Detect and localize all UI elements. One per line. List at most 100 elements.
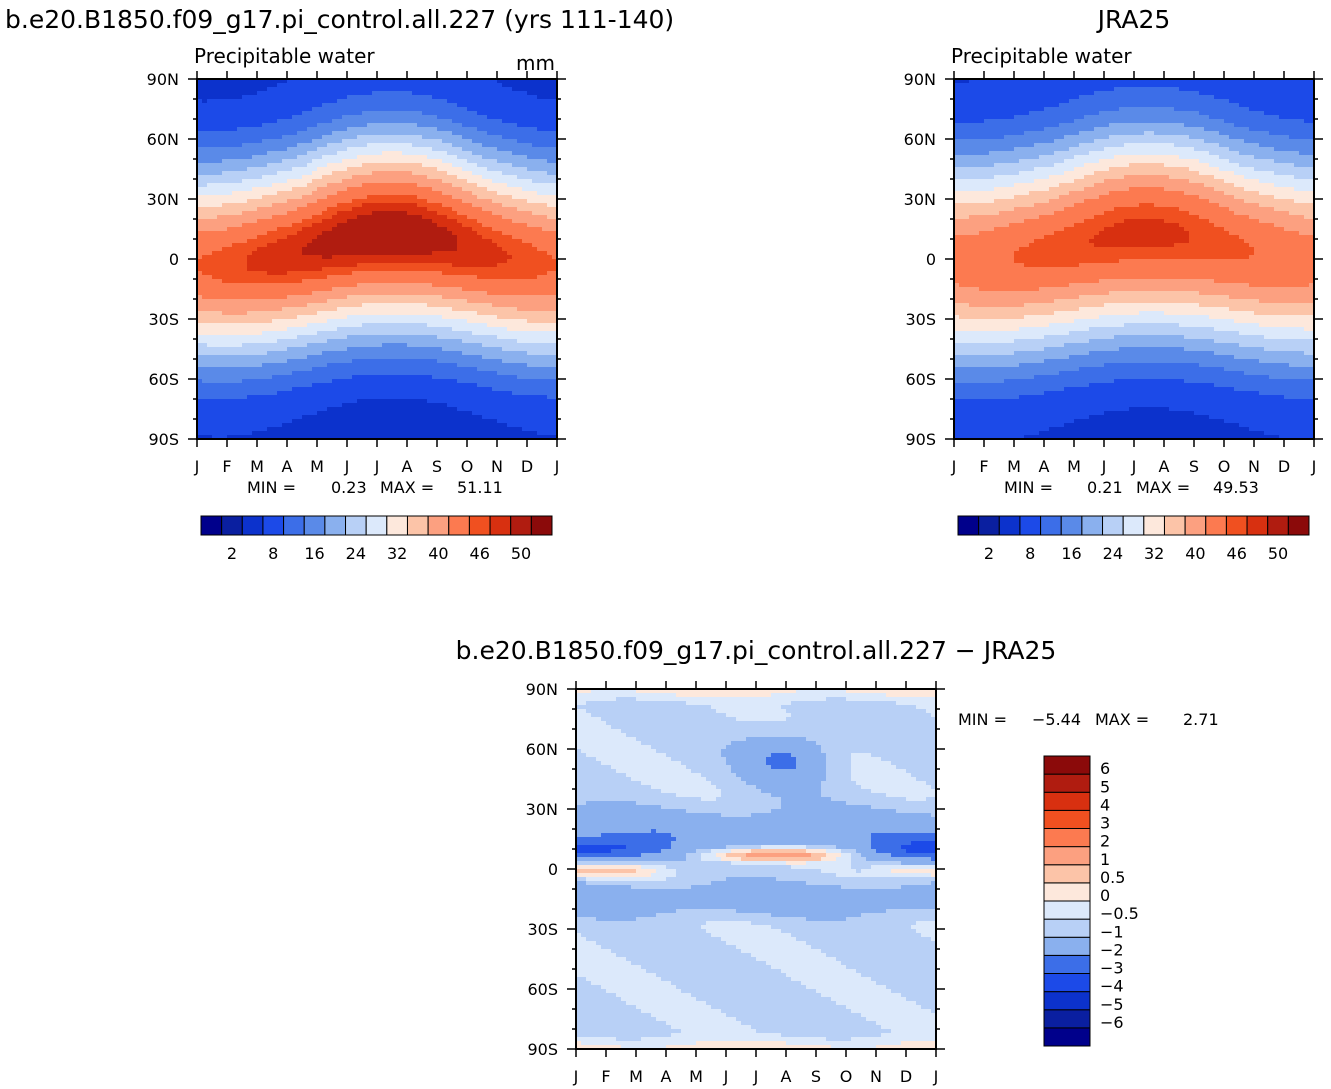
field-cell: [272, 247, 278, 252]
field-cell: [337, 107, 343, 112]
field-cell: [512, 103, 518, 108]
field-cell: [542, 175, 548, 180]
field-cell: [277, 311, 283, 316]
field-cell: [537, 227, 543, 232]
field-cell: [247, 243, 253, 248]
field-cell: [267, 159, 273, 164]
field-cell: [417, 299, 423, 304]
field-cell: [292, 311, 298, 316]
field-cell: [377, 99, 383, 104]
field-cell: [202, 147, 208, 152]
field-cell: [342, 243, 348, 248]
field-cell: [297, 227, 303, 232]
field-cell: [212, 331, 218, 336]
field-cell: [202, 291, 208, 296]
field-cell: [457, 107, 463, 112]
field-cell: [277, 155, 283, 160]
field-cell: [242, 223, 248, 228]
field-cell: [512, 323, 518, 328]
field-cell: [267, 163, 273, 168]
field-cell: [372, 287, 378, 292]
field-cell: [297, 255, 303, 260]
field-cell: [217, 311, 223, 316]
field-cell: [517, 279, 523, 284]
field-cell: [257, 275, 263, 280]
field-cell: [332, 331, 338, 336]
field-cell: [302, 203, 308, 208]
field-cell: [332, 167, 338, 172]
field-cell: [292, 351, 298, 356]
field-cell: [297, 343, 303, 348]
field-cell: [467, 299, 473, 304]
field-cell: [552, 331, 558, 336]
field-cell: [552, 147, 558, 152]
field-cell: [512, 327, 518, 332]
field-cell: [417, 203, 423, 208]
field-cell: [477, 243, 483, 248]
field-cell: [322, 327, 328, 332]
field-cell: [342, 195, 348, 200]
field-cell: [347, 163, 353, 168]
field-cell: [532, 323, 538, 328]
field-cell: [542, 143, 548, 148]
field-cell: [262, 211, 268, 216]
field-cell: [397, 295, 403, 300]
field-cell: [402, 283, 408, 288]
field-cell: [227, 151, 233, 156]
field-cell: [282, 191, 288, 196]
field-cell: [207, 179, 213, 184]
field-cell: [472, 115, 478, 120]
field-cell: [357, 211, 363, 216]
field-cell: [302, 127, 308, 132]
field-cell: [207, 235, 213, 240]
field-cell: [397, 203, 403, 208]
field-cell: [262, 311, 268, 316]
field-cell: [357, 259, 363, 264]
field-cell: [232, 291, 238, 296]
field-cell: [202, 163, 208, 168]
field-cell: [522, 287, 528, 292]
field-cell: [262, 307, 268, 312]
field-cell: [462, 351, 468, 356]
field-cell: [327, 247, 333, 252]
field-cell: [432, 107, 438, 112]
field-cell: [487, 207, 493, 212]
field-cell: [312, 231, 318, 236]
field-cell: [387, 263, 393, 268]
field-cell: [197, 287, 203, 292]
field-cell: [227, 183, 233, 188]
field-cell: [282, 339, 288, 344]
field-cell: [357, 147, 363, 152]
field-cell: [267, 351, 273, 356]
field-cell: [512, 235, 518, 240]
field-cell: [317, 171, 323, 176]
field-cell: [357, 247, 363, 252]
field-cell: [537, 171, 543, 176]
field-cell: [497, 307, 503, 312]
field-cell: [257, 251, 263, 256]
field-cell: [527, 307, 533, 312]
field-cell: [537, 295, 543, 300]
field-cell: [197, 91, 203, 96]
field-cell: [267, 175, 273, 180]
field-cell: [452, 263, 458, 268]
field-cell: [487, 115, 493, 120]
field-cell: [262, 91, 268, 96]
field-cell: [217, 243, 223, 248]
field-cell: [252, 139, 258, 144]
field-cell: [297, 203, 303, 208]
field-cell: [497, 131, 503, 136]
field-cell: [362, 307, 368, 312]
field-cell: [372, 155, 378, 160]
field-cell: [252, 147, 258, 152]
field-cell: [352, 183, 358, 188]
field-cell: [382, 159, 388, 164]
field-cell: [277, 307, 283, 312]
field-cell: [347, 179, 353, 184]
field-cell: [297, 119, 303, 124]
field-cell: [312, 271, 318, 276]
field-cell: [412, 295, 418, 300]
field-cell: [462, 339, 468, 344]
field-cell: [277, 247, 283, 252]
field-cell: [417, 91, 423, 96]
